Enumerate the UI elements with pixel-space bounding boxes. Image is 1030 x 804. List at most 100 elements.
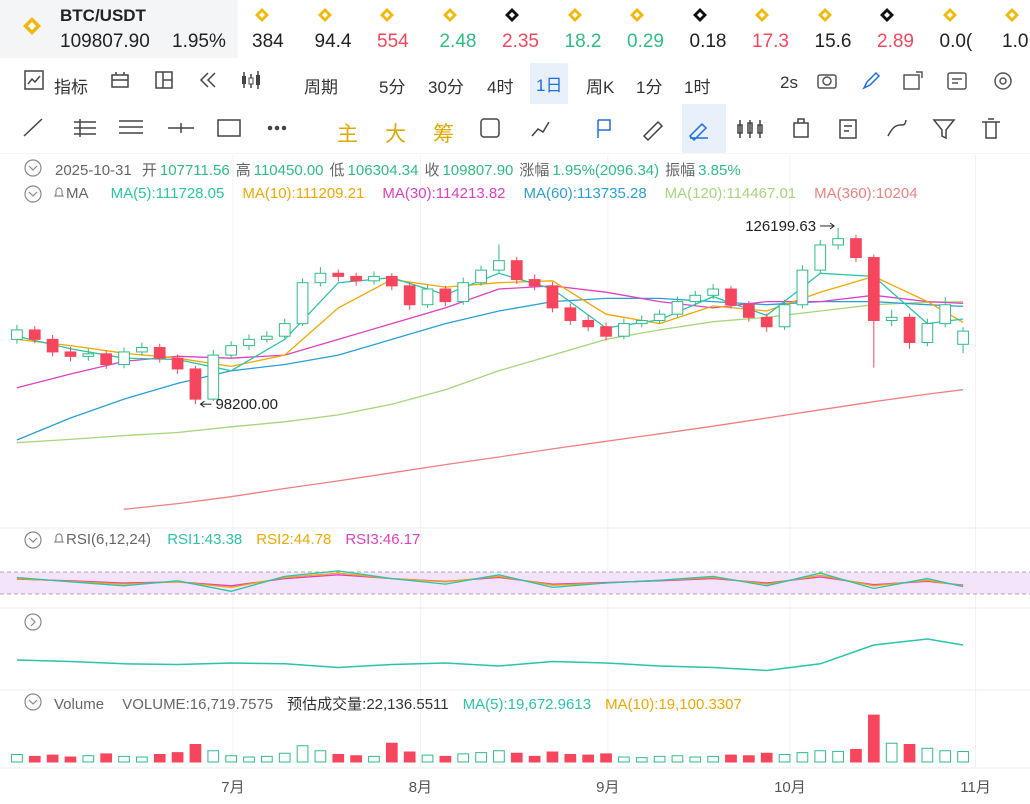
candle-body: [421, 288, 434, 306]
ticker[interactable]: 384: [252, 0, 310, 58]
rsi-legend-item: RSI3:46.17: [345, 531, 421, 548]
volume-bar: [439, 755, 452, 763]
draw-toolbar: 主大筹: [0, 104, 1030, 153]
ticker[interactable]: 0.29: [627, 0, 685, 58]
x-tick-label: 9月: [596, 779, 619, 796]
arrow-head: [829, 222, 835, 230]
ma-line: [16, 285, 964, 389]
interval[interactable]: 指标: [54, 78, 88, 97]
interval[interactable]: 5分: [379, 78, 406, 97]
coin-icon: [942, 8, 957, 22]
coin-icon: [1005, 8, 1019, 22]
candle-body: [314, 272, 327, 284]
info-label: 低: [329, 162, 345, 179]
icon[interactable]: [240, 70, 266, 90]
rsi-title: RSI(6,12,24): [66, 531, 152, 548]
draw-icons[interactable]: [22, 116, 312, 140]
candle-body: [350, 275, 362, 282]
info-label: 高: [235, 162, 251, 179]
candle-body: [368, 275, 380, 282]
candle-body: [850, 238, 862, 259]
volume-bar: [850, 749, 862, 763]
ticker[interactable]: 2.89: [877, 0, 935, 58]
candle-body: [332, 272, 345, 277]
candle-body: [457, 282, 470, 303]
ticker[interactable]: 17.3: [752, 0, 810, 58]
ticker-value: 2.89: [877, 31, 914, 52]
ticker[interactable]: 2.35: [502, 0, 560, 58]
volume-bar: [100, 753, 113, 763]
arrow-head: [199, 400, 205, 408]
interval[interactable]: 4时: [487, 78, 514, 97]
ticker-value: 17.3: [752, 31, 789, 52]
coin-icon: [505, 8, 519, 22]
interval[interactable]: 30分: [428, 78, 464, 97]
candle-body: [243, 338, 255, 347]
interval[interactable]: 1分: [636, 78, 663, 97]
volume-bar: [64, 756, 77, 763]
toolbar: 指标 周期 5分 30分 4时 1日 周K 1分 1时 2s: [0, 58, 1030, 105]
ticker[interactable]: 1.0: [1002, 0, 1030, 58]
volume-bar: [635, 757, 648, 763]
icon[interactable]: [24, 70, 44, 90]
ticker[interactable]: 94.4: [315, 0, 373, 58]
coin-icon: [755, 8, 769, 22]
volume-bar: [421, 754, 434, 763]
interval[interactable]: 1时: [684, 78, 711, 97]
candle-body: [207, 354, 220, 400]
interval[interactable]: 周期: [304, 78, 338, 97]
volume-bar: [707, 755, 720, 763]
volume-bar: [957, 751, 969, 763]
pair-cell[interactable]: BTC/USDT 109807.90 1.95%: [0, 0, 238, 58]
ticker[interactable]: 18.2: [565, 0, 623, 58]
ma-legend-item: MA(30):114213.82: [382, 185, 506, 202]
candle-body: [778, 304, 791, 328]
candle-body: [153, 347, 166, 359]
ticker-value: 554: [377, 31, 409, 52]
volume-bar: [136, 756, 148, 763]
ticker[interactable]: 2.48: [440, 0, 498, 58]
active-tool[interactable]: [682, 104, 726, 153]
candle-body: [82, 353, 95, 357]
candle-body: [671, 301, 684, 315]
ticker[interactable]: 554: [377, 0, 435, 58]
candle-body: [260, 335, 273, 340]
draw-tool[interactable]: 筹: [433, 123, 454, 146]
candle-body: [921, 323, 934, 344]
candle-body: [618, 323, 630, 337]
collapse-icons[interactable]: [24, 159, 42, 711]
volume-bar: [368, 755, 380, 763]
tool-icons-2[interactable]: [478, 116, 1018, 142]
interval[interactable]: 1日: [530, 63, 569, 104]
ticker[interactable]: 15.6: [815, 0, 873, 58]
coin-icon: [692, 8, 707, 22]
volume-bar: [582, 754, 595, 763]
ohlc-info: 2025-10-31 开 107711.56 高 110450.00 低 106304.3…: [55, 159, 741, 180]
interval[interactable]: 2s: [780, 73, 798, 92]
candle-body: [189, 368, 202, 400]
change: 1.95%: [172, 31, 226, 52]
ticker-value: 0.29: [627, 31, 664, 52]
volume-bar: [82, 755, 95, 763]
info-value: 3.85%: [698, 162, 741, 179]
volume-bar: [939, 750, 952, 763]
draw-tool[interactable]: 主: [337, 123, 358, 146]
ticker[interactable]: 0.0(: [940, 0, 998, 58]
coin-icon: [880, 8, 894, 22]
ticker[interactable]: 0.18: [690, 0, 748, 58]
interval[interactable]: 周K: [586, 78, 615, 97]
volume-bar: [385, 742, 398, 763]
icon[interactable]: [198, 70, 218, 90]
icon[interactable]: [154, 70, 174, 90]
volume-bar: [814, 750, 827, 763]
candle-body: [225, 345, 238, 356]
ticker-value: 384: [252, 31, 284, 52]
tool-icons[interactable]: [816, 70, 1026, 92]
volume-bar: [689, 756, 702, 763]
volume-bar: [903, 744, 916, 763]
ticker-value: 0.18: [689, 31, 727, 52]
candle-body: [742, 304, 755, 318]
volume-bar: [278, 752, 291, 763]
icon[interactable]: [110, 70, 130, 90]
draw-tool[interactable]: 大: [385, 123, 406, 146]
